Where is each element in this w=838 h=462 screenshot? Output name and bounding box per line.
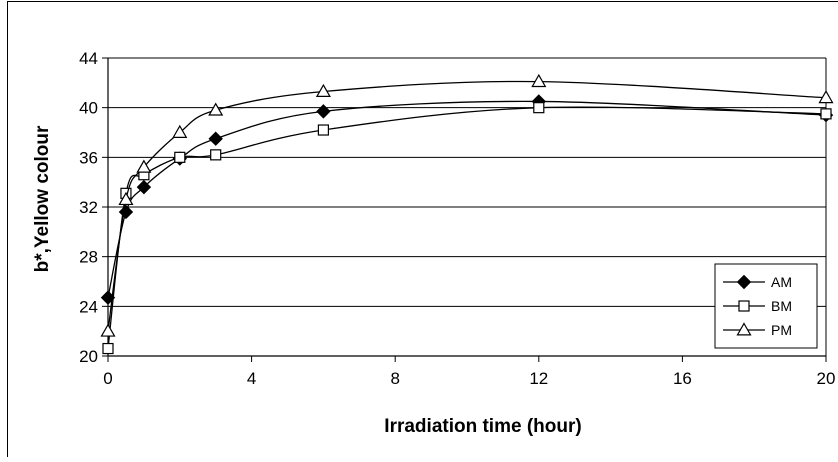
data-point-bm xyxy=(534,103,544,113)
x-tick-label: 20 xyxy=(817,369,836,388)
y-tick-label: 28 xyxy=(79,248,98,267)
y-tick-label: 36 xyxy=(79,148,98,167)
y-tick-label: 20 xyxy=(79,347,98,366)
x-tick-label: 12 xyxy=(529,369,548,388)
data-point-bm xyxy=(175,152,185,162)
y-axis-label: b*,Yellow colour xyxy=(32,125,53,272)
x-tick-label: 8 xyxy=(390,369,399,388)
x-tick-label: 0 xyxy=(103,369,112,388)
y-tick-label: 32 xyxy=(79,198,98,217)
legend-label-pm: PM xyxy=(771,322,792,338)
x-axis-label: Irradiation time (hour) xyxy=(384,416,581,437)
x-tick-label: 16 xyxy=(673,369,692,388)
legend-label-bm: BM xyxy=(771,298,792,314)
legend-label-am: AM xyxy=(771,274,792,290)
legend: AM BM PM xyxy=(715,264,817,348)
data-point-bm xyxy=(318,125,328,135)
y-tick-label: 40 xyxy=(79,99,98,118)
y-tick-label: 24 xyxy=(79,297,98,316)
y-tick-label: 44 xyxy=(79,49,98,68)
data-point-bm xyxy=(211,150,221,160)
data-point-bm xyxy=(103,344,113,354)
x-tick-label: 4 xyxy=(247,369,256,388)
data-point-bm xyxy=(821,109,831,119)
legend-marker-bm xyxy=(739,301,749,311)
